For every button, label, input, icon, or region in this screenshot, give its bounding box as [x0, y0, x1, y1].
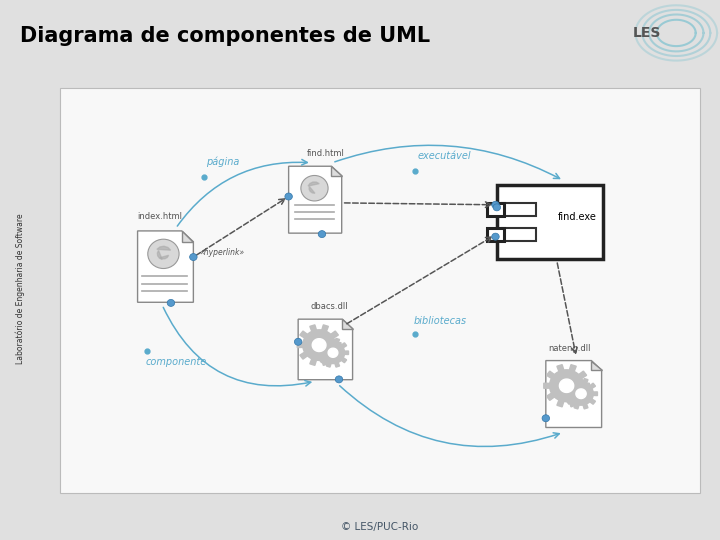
- Circle shape: [336, 376, 343, 383]
- Bar: [502, 203, 536, 215]
- Text: find.exe: find.exe: [558, 212, 597, 222]
- Polygon shape: [546, 371, 554, 379]
- Polygon shape: [570, 400, 576, 407]
- Polygon shape: [546, 361, 602, 428]
- Polygon shape: [322, 325, 328, 332]
- Text: componente: componente: [145, 356, 207, 367]
- FancyBboxPatch shape: [60, 88, 700, 493]
- Polygon shape: [557, 364, 564, 372]
- Circle shape: [301, 176, 328, 201]
- Circle shape: [492, 233, 499, 240]
- Polygon shape: [300, 331, 307, 338]
- Polygon shape: [182, 231, 194, 242]
- Text: executável: executável: [417, 151, 471, 161]
- Polygon shape: [567, 399, 572, 404]
- Text: Diagrama de componentes de UML: Diagrama de componentes de UML: [20, 26, 431, 46]
- Polygon shape: [567, 383, 572, 388]
- Bar: [498, 185, 603, 259]
- Polygon shape: [328, 348, 338, 357]
- Polygon shape: [160, 255, 168, 259]
- Bar: [502, 228, 536, 241]
- Text: nateng.dll: nateng.dll: [549, 343, 591, 353]
- Polygon shape: [579, 393, 587, 400]
- Polygon shape: [593, 392, 598, 396]
- Polygon shape: [546, 393, 554, 400]
- Text: find.html: find.html: [307, 149, 345, 158]
- Polygon shape: [298, 319, 353, 380]
- Polygon shape: [335, 362, 340, 367]
- Circle shape: [493, 204, 500, 211]
- Polygon shape: [583, 404, 588, 409]
- Circle shape: [492, 201, 499, 208]
- Text: LES: LES: [633, 26, 661, 40]
- Polygon shape: [544, 383, 550, 388]
- Bar: [487, 228, 504, 241]
- Polygon shape: [322, 359, 328, 366]
- Polygon shape: [344, 351, 348, 354]
- Polygon shape: [574, 404, 579, 409]
- Polygon shape: [330, 331, 338, 338]
- Text: dbacs.dll: dbacs.dll: [310, 302, 348, 311]
- Circle shape: [189, 254, 197, 260]
- Polygon shape: [574, 379, 579, 383]
- Polygon shape: [303, 330, 336, 360]
- Polygon shape: [583, 383, 590, 388]
- Polygon shape: [343, 319, 353, 329]
- Polygon shape: [583, 379, 588, 383]
- Polygon shape: [569, 382, 593, 405]
- Polygon shape: [308, 182, 319, 186]
- Text: Laboratório de Engenharia de Software: Laboratório de Engenharia de Software: [15, 214, 24, 364]
- Text: index.html: index.html: [138, 212, 183, 221]
- Polygon shape: [331, 166, 342, 176]
- Polygon shape: [557, 400, 564, 407]
- Polygon shape: [341, 343, 346, 348]
- Polygon shape: [326, 362, 331, 367]
- Circle shape: [167, 299, 175, 306]
- Polygon shape: [138, 231, 194, 302]
- Circle shape: [148, 239, 179, 268]
- Polygon shape: [590, 383, 595, 388]
- Polygon shape: [330, 352, 338, 359]
- Text: página: página: [207, 156, 240, 166]
- Circle shape: [542, 415, 549, 422]
- Polygon shape: [559, 379, 574, 393]
- Polygon shape: [289, 166, 342, 233]
- Bar: [487, 203, 504, 215]
- Polygon shape: [591, 361, 602, 370]
- Polygon shape: [320, 357, 325, 363]
- Polygon shape: [564, 392, 569, 396]
- Polygon shape: [309, 186, 315, 193]
- Polygon shape: [341, 357, 346, 363]
- Polygon shape: [570, 364, 576, 372]
- Polygon shape: [318, 351, 322, 354]
- Text: «hyperlink»: «hyperlink»: [199, 248, 245, 257]
- Polygon shape: [321, 342, 345, 363]
- Polygon shape: [336, 342, 341, 348]
- Polygon shape: [549, 370, 584, 402]
- Polygon shape: [320, 343, 325, 348]
- Polygon shape: [326, 339, 331, 343]
- Polygon shape: [579, 371, 587, 379]
- Circle shape: [294, 338, 302, 345]
- Text: © LES/PUC-Rio: © LES/PUC-Rio: [341, 522, 418, 531]
- Polygon shape: [590, 399, 595, 404]
- Polygon shape: [310, 325, 316, 332]
- Polygon shape: [157, 246, 171, 250]
- Polygon shape: [576, 389, 586, 399]
- Polygon shape: [335, 339, 340, 343]
- Circle shape: [318, 231, 325, 238]
- Circle shape: [285, 193, 292, 200]
- Polygon shape: [297, 342, 303, 348]
- Polygon shape: [310, 359, 316, 366]
- Polygon shape: [312, 339, 326, 352]
- Polygon shape: [158, 251, 162, 259]
- Polygon shape: [300, 352, 307, 359]
- Text: bibliotecas: bibliotecas: [414, 316, 467, 326]
